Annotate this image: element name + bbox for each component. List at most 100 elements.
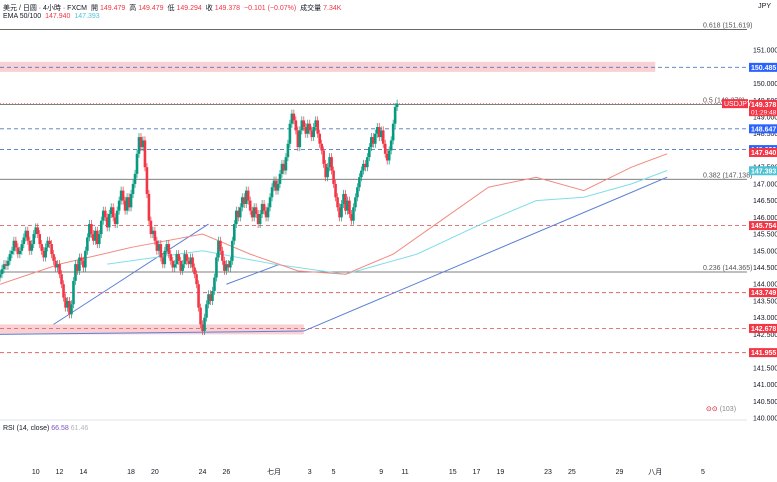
symbol-tag-label: USDJPY	[724, 101, 752, 108]
candle	[248, 200, 252, 211]
ema-label: EMA 50/100	[3, 13, 42, 20]
y-tick-4: 149.000	[753, 115, 777, 122]
candle	[115, 210, 119, 225]
candle	[298, 130, 302, 148]
candle	[342, 193, 345, 204]
x-tick-1: 12	[56, 469, 64, 476]
candle	[155, 240, 159, 251]
candle	[217, 240, 220, 258]
candle	[231, 240, 234, 261]
candle	[189, 257, 192, 265]
rsi-legend[interactable]: RSI (14, close) 66.58 61.46	[3, 425, 88, 432]
fib-label-0: 0.618 (151.619)	[703, 22, 752, 29]
candle	[111, 207, 115, 218]
candle	[221, 250, 224, 261]
candle	[272, 180, 276, 188]
x-tick-8: 3	[308, 469, 312, 476]
candle	[316, 120, 320, 134]
candle	[64, 297, 67, 308]
candle	[74, 264, 77, 281]
candle	[105, 217, 109, 228]
y-tick-13: 144.500	[753, 265, 777, 272]
candle	[34, 227, 38, 235]
ema100-line	[107, 170, 668, 275]
candle	[28, 240, 32, 251]
candle	[352, 207, 355, 221]
x-tick-7: 七月	[267, 467, 281, 476]
candle	[40, 244, 43, 251]
candle	[42, 250, 45, 258]
candle	[294, 120, 298, 131]
y-tick-14: 144.000	[753, 282, 777, 289]
candle	[346, 200, 349, 211]
candle	[296, 130, 300, 148]
candle	[312, 127, 316, 138]
candle	[276, 183, 280, 191]
symbol-label[interactable]: 美元 / 日圆 · 4小時 · FXCM	[3, 5, 87, 12]
nav-icons[interactable]: ⊙⊙ (103)	[706, 405, 736, 413]
candle	[44, 247, 47, 258]
candle	[304, 127, 308, 134]
candle	[109, 207, 113, 214]
candle	[385, 153, 389, 161]
candle	[2, 264, 6, 270]
candle	[149, 220, 153, 235]
candle	[292, 113, 296, 121]
candle	[368, 147, 371, 158]
candle	[244, 190, 248, 204]
high-value: 149.479	[138, 5, 164, 12]
candle	[24, 230, 28, 238]
candle	[227, 264, 230, 268]
candle	[86, 237, 89, 251]
candle	[151, 230, 155, 235]
candle	[280, 163, 284, 174]
high-label: 高	[129, 5, 137, 12]
candle	[209, 294, 212, 301]
candle	[72, 280, 75, 305]
candle	[84, 250, 87, 268]
candle	[306, 123, 310, 134]
candle	[103, 210, 107, 218]
price-tag-7	[749, 288, 777, 298]
candle	[328, 157, 331, 168]
candle	[62, 284, 65, 298]
candle	[78, 257, 81, 271]
rsi-label: RSI (14, close)	[3, 425, 50, 432]
price-tag-label-5: 147.393	[751, 168, 776, 175]
replay-icon[interactable]: ⊙⊙	[706, 406, 718, 413]
candle	[0, 274, 2, 278]
trendline-2	[303, 176, 668, 332]
candle	[284, 157, 288, 171]
ema-legend[interactable]: EMA 50/100 147.940 147.393	[3, 13, 102, 20]
candle	[66, 300, 69, 308]
y-tick-12: 145.000	[753, 248, 777, 255]
candle	[383, 143, 387, 154]
candle	[332, 170, 335, 184]
x-tick-12: 15	[449, 469, 457, 476]
candle	[250, 210, 254, 218]
candle	[326, 167, 329, 178]
candle	[203, 317, 206, 332]
candle	[88, 224, 91, 238]
candle	[211, 290, 214, 301]
x-tick-11: 11	[401, 469, 408, 476]
candle	[320, 143, 323, 151]
close-label: 收	[205, 5, 213, 12]
candle	[121, 190, 125, 201]
y-tick-17: 142.500	[753, 332, 777, 339]
candle	[258, 214, 262, 225]
candle	[360, 170, 363, 178]
candle	[143, 140, 147, 168]
zone-1	[0, 324, 304, 335]
candle	[195, 274, 198, 285]
candle	[215, 257, 218, 278]
x-tick-15: 23	[544, 469, 552, 476]
x-tick-2: 14	[79, 469, 87, 476]
candle	[362, 163, 365, 171]
candle	[119, 190, 123, 201]
price-tag-label-9: 141.955	[751, 350, 776, 357]
candle	[137, 137, 141, 154]
ema50-value: 147.940	[45, 13, 71, 20]
x-tick-6: 26	[222, 469, 230, 476]
